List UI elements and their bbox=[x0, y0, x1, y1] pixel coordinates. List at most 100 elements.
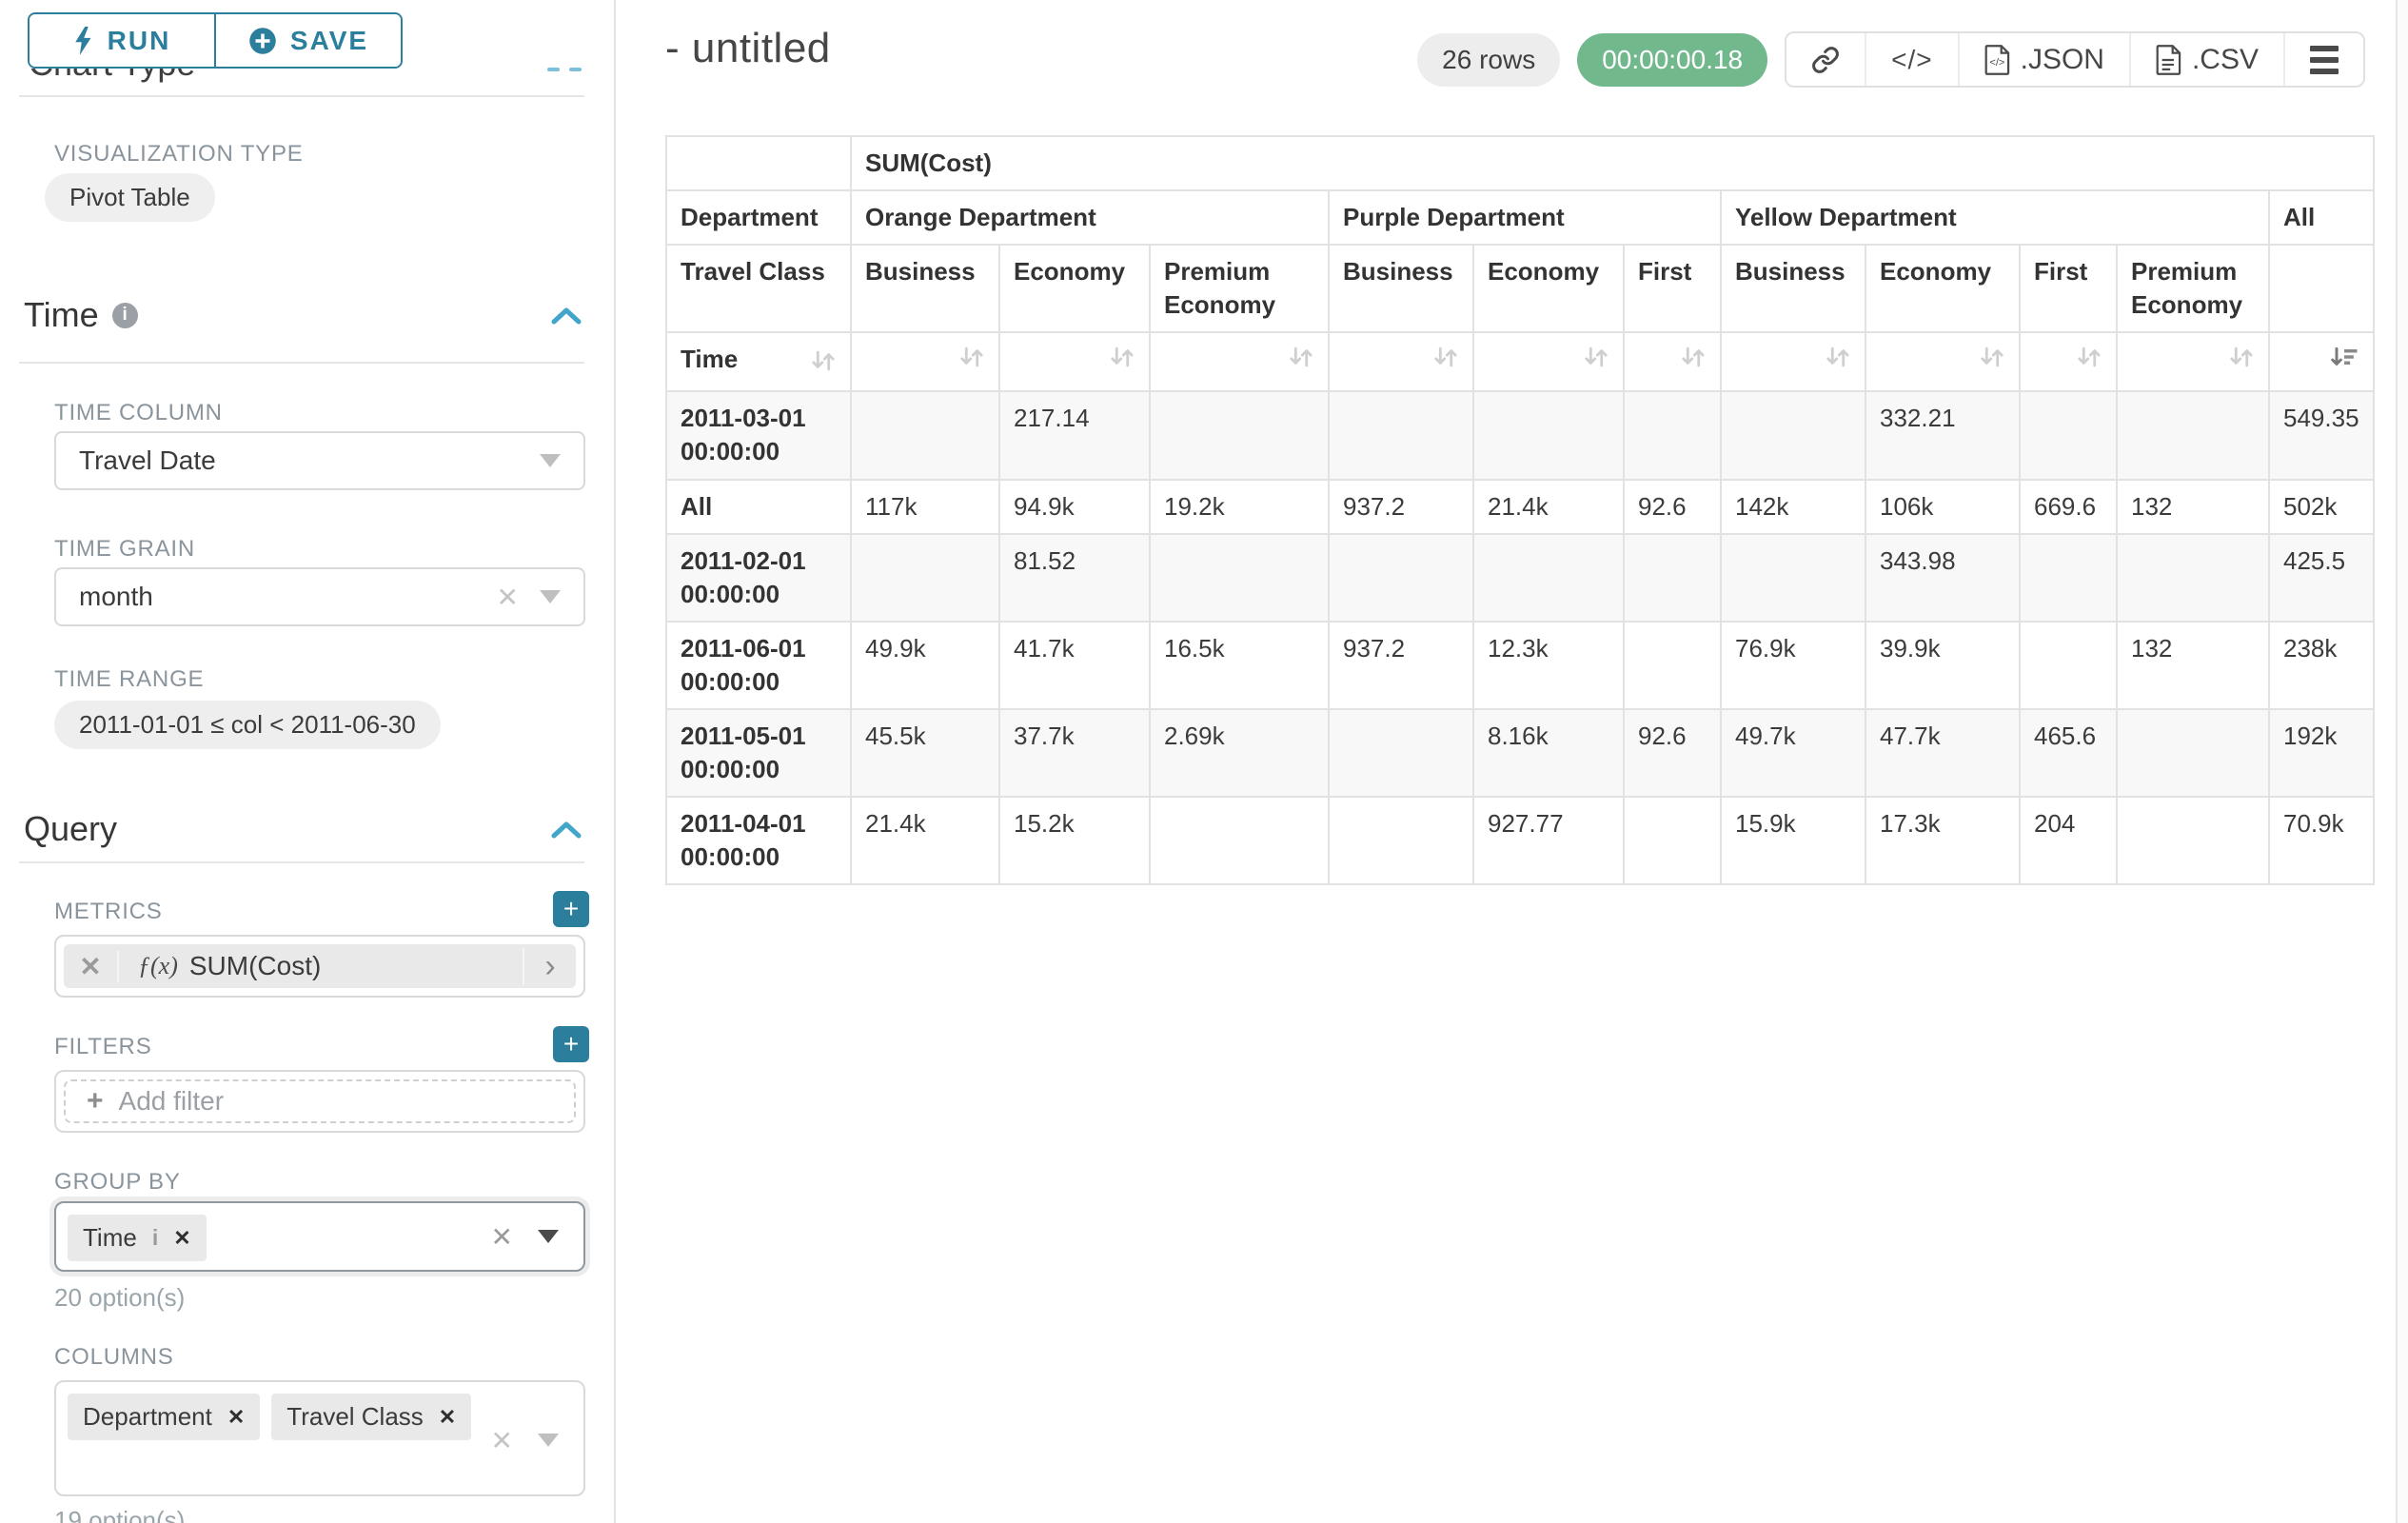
time-grain-value: month bbox=[79, 582, 153, 611]
column-sort-header[interactable] bbox=[1149, 331, 1330, 393]
metric-pill[interactable]: ✕ ƒ(x) SUM(Cost) › bbox=[64, 944, 576, 988]
columns-options-count: 19 option(s) bbox=[54, 1506, 186, 1523]
clear-icon[interactable]: ✕ bbox=[496, 582, 519, 612]
time-range-value[interactable]: 2011-01-01 ≤ col < 2011-06-30 bbox=[54, 701, 441, 749]
run-button[interactable]: RUN bbox=[30, 14, 214, 67]
remove-tag-icon[interactable]: ✕ bbox=[227, 1404, 246, 1429]
clear-icon[interactable]: ✕ bbox=[490, 1221, 513, 1252]
sort-icon bbox=[812, 350, 835, 371]
chevron-down-icon[interactable] bbox=[538, 1230, 559, 1243]
collapse-time-chevron-up-icon[interactable] bbox=[550, 305, 582, 327]
column-sort-header[interactable] bbox=[2268, 331, 2375, 393]
travel-class-cell: First bbox=[1623, 244, 1722, 334]
info-icon[interactable]: i bbox=[111, 302, 138, 328]
plus-icon: + bbox=[87, 1085, 104, 1117]
copy-link-button[interactable] bbox=[1786, 33, 1865, 86]
column-sort-header[interactable] bbox=[850, 331, 1000, 393]
filters-label: FILTERS bbox=[54, 1034, 152, 1059]
value-cell: 343.98 bbox=[1865, 532, 2021, 623]
visualization-type-value[interactable]: Pivot Table bbox=[45, 173, 215, 222]
selected-option-tag[interactable]: Travel Class ✕ bbox=[271, 1394, 472, 1440]
sort-descending-icon bbox=[2330, 347, 2358, 366]
value-cell: 49.9k bbox=[850, 620, 1000, 711]
column-sort-header[interactable] bbox=[998, 331, 1151, 393]
value-cell bbox=[1623, 620, 1722, 711]
clipped-icon-fragment bbox=[547, 68, 560, 71]
time-sort-header[interactable]: Time bbox=[665, 331, 852, 393]
info-icon[interactable]: i bbox=[151, 1225, 159, 1250]
export-json-button[interactable]: </> .JSON bbox=[1957, 33, 2129, 86]
travel-class-cell: Economy bbox=[1472, 244, 1625, 334]
export-csv-button[interactable]: .CSV bbox=[2128, 33, 2283, 86]
add-filter-plus-button[interactable]: + bbox=[553, 1026, 589, 1062]
filters-box: + Add filter bbox=[54, 1070, 585, 1133]
remove-tag-icon[interactable]: ✕ bbox=[438, 1404, 457, 1429]
value-cell bbox=[2019, 532, 2118, 623]
clear-icon[interactable]: ✕ bbox=[490, 1425, 513, 1455]
value-cell: 425.5 bbox=[2268, 532, 2375, 623]
query-timer-badge: 00:00:00.18 bbox=[1577, 32, 1768, 87]
time-column-value: Travel Date bbox=[79, 445, 216, 475]
columns-select[interactable]: Department ✕ Travel Class ✕ ✕ bbox=[54, 1380, 585, 1496]
value-cell: 192k bbox=[2268, 708, 2375, 799]
save-button[interactable]: SAVE bbox=[214, 14, 401, 67]
section-divider bbox=[19, 362, 584, 364]
tag-label: Department bbox=[83, 1402, 212, 1431]
column-sort-header[interactable] bbox=[1623, 331, 1722, 393]
corner-cell bbox=[665, 134, 852, 192]
value-cell bbox=[1328, 708, 1474, 799]
value-cell: 927.77 bbox=[1472, 796, 1625, 886]
value-cell bbox=[2019, 390, 2118, 481]
sort-icon bbox=[2078, 347, 2101, 367]
query-action-bar: RUN SAVE bbox=[0, 0, 614, 69]
sort-icon bbox=[1826, 347, 1849, 367]
time-grain-select[interactable]: month ✕ bbox=[54, 567, 585, 626]
column-sort-header[interactable] bbox=[2019, 331, 2118, 393]
section-divider bbox=[19, 861, 584, 863]
bolt-icon bbox=[74, 26, 91, 55]
chart-title[interactable]: - untitled bbox=[665, 25, 831, 71]
remove-tag-icon[interactable]: ✕ bbox=[173, 1225, 191, 1250]
column-sort-header[interactable] bbox=[1472, 331, 1625, 393]
add-metric-button[interactable]: + bbox=[553, 891, 589, 927]
column-sort-header[interactable] bbox=[2116, 331, 2270, 393]
department-group-cell: Yellow Department bbox=[1720, 189, 2270, 247]
value-cell bbox=[2116, 708, 2270, 799]
value-cell: 132 bbox=[2116, 620, 2270, 711]
value-cell: 94.9k bbox=[998, 478, 1151, 535]
column-sort-header[interactable] bbox=[1720, 331, 1866, 393]
time-column-select[interactable]: Travel Date bbox=[54, 431, 585, 490]
row-label-cell: 2011-06-01 00:00:00 bbox=[665, 620, 852, 711]
value-cell bbox=[850, 532, 1000, 623]
value-cell bbox=[1623, 796, 1722, 886]
metrics-label: METRICS bbox=[54, 899, 163, 924]
row-label-cell: 2011-03-01 00:00:00 bbox=[665, 390, 852, 481]
value-cell bbox=[1720, 390, 1866, 481]
time-grain-label: TIME GRAIN bbox=[54, 536, 196, 562]
selected-option-tag[interactable]: Time i ✕ bbox=[68, 1215, 207, 1261]
link-icon bbox=[1812, 46, 1839, 73]
scrollbar-gutter[interactable] bbox=[2396, 0, 2408, 1523]
sort-icon bbox=[1981, 347, 2003, 367]
value-cell: 17.3k bbox=[1865, 796, 2021, 886]
chevron-down-icon[interactable] bbox=[538, 1434, 559, 1447]
visualization-type-label: VISUALIZATION TYPE bbox=[54, 141, 304, 167]
add-filter-button[interactable]: + Add filter bbox=[64, 1079, 576, 1123]
more-options-menu-button[interactable] bbox=[2283, 33, 2363, 86]
chevron-right-icon[interactable]: › bbox=[523, 947, 576, 985]
selected-option-tag[interactable]: Department ✕ bbox=[68, 1394, 261, 1440]
remove-metric-icon[interactable]: ✕ bbox=[64, 950, 119, 982]
add-filter-label: Add filter bbox=[118, 1086, 225, 1116]
value-cell: 2.69k bbox=[1149, 708, 1330, 799]
column-sort-header[interactable] bbox=[1865, 331, 2021, 393]
department-group-cell: Orange Department bbox=[850, 189, 1330, 247]
group-by-select[interactable]: Time i ✕ ✕ bbox=[54, 1201, 585, 1272]
column-sort-header[interactable] bbox=[1328, 331, 1474, 393]
travel-class-cell: Premium Economy bbox=[1149, 244, 1330, 334]
view-query-button[interactable]: </> bbox=[1865, 33, 1958, 86]
chevron-down-icon bbox=[540, 454, 561, 467]
chevron-down-icon bbox=[540, 590, 561, 603]
collapse-query-chevron-up-icon[interactable] bbox=[550, 819, 582, 841]
value-cell: 217.14 bbox=[998, 390, 1151, 481]
